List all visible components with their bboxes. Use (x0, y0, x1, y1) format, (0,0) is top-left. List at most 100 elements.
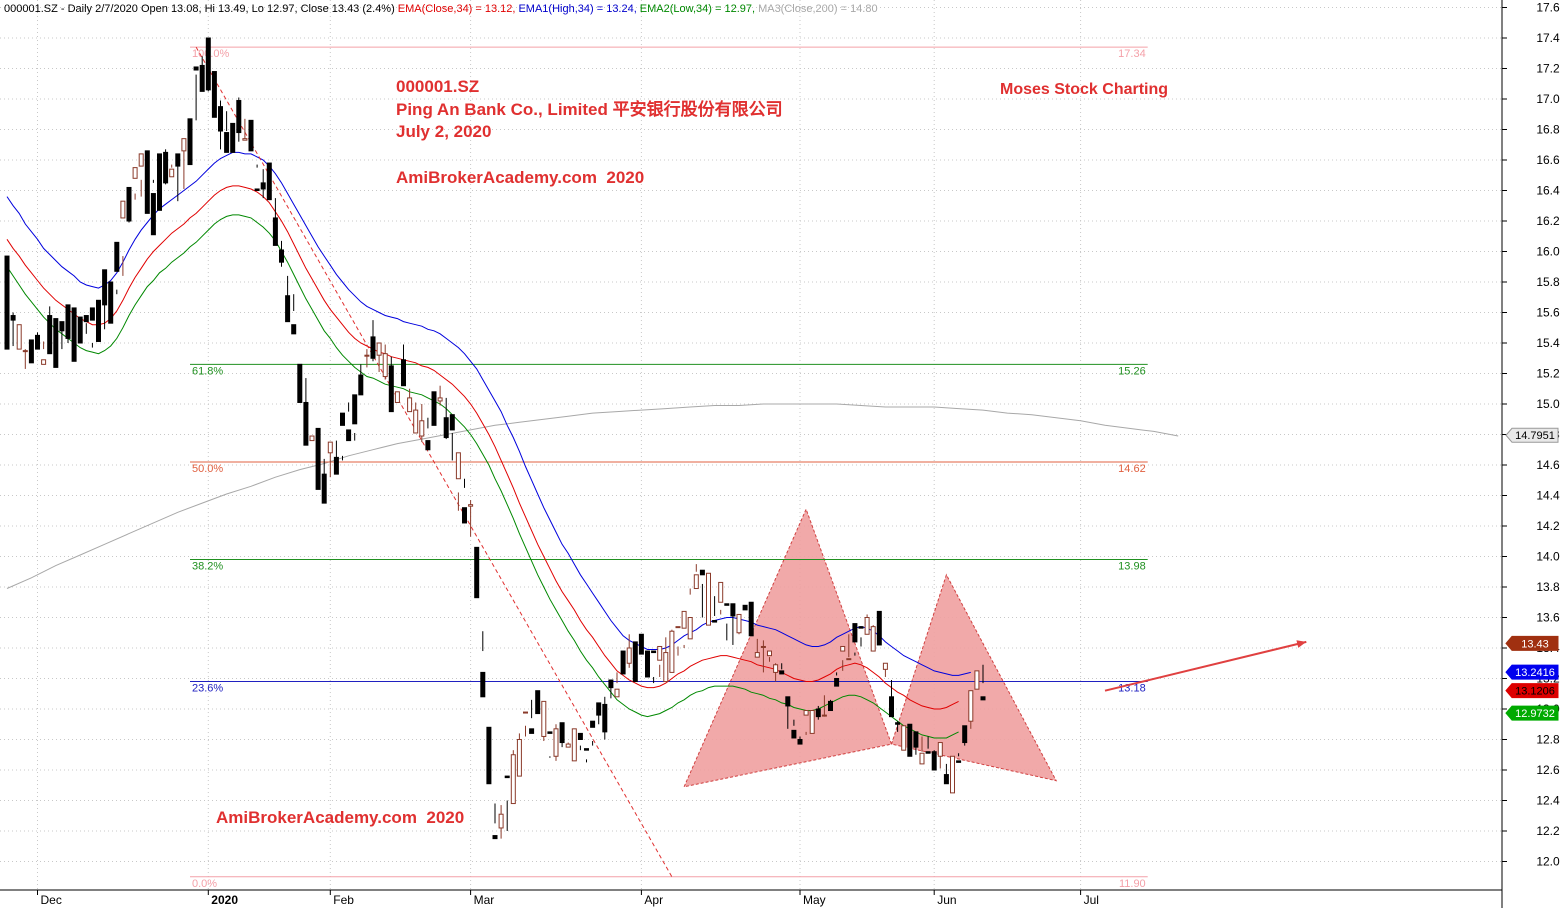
last-value-badge: 13.1206 (1505, 683, 1559, 699)
candle (175, 153, 181, 202)
candle (89, 307, 95, 348)
arrow-layer (1104, 640, 1307, 692)
candle (455, 452, 461, 511)
candle (333, 440, 339, 475)
last-value-badge: 14.7951 (1505, 427, 1559, 443)
candle (132, 167, 138, 200)
candle-body (346, 429, 352, 442)
candle (742, 604, 748, 611)
candle-body (797, 739, 803, 745)
candle (675, 626, 681, 656)
candle (730, 603, 736, 645)
candle (882, 662, 888, 677)
candle (437, 385, 443, 406)
candle-body (388, 365, 394, 413)
trendline-layer (195, 46, 673, 877)
candle-body (516, 739, 522, 777)
candle (895, 721, 901, 732)
candle (748, 601, 754, 637)
fib-price-label: 13.98 (1118, 561, 1146, 573)
candle (657, 645, 663, 677)
candle (815, 705, 821, 720)
candle (736, 613, 742, 635)
y-tick-label: 14.0 (1536, 550, 1560, 564)
candle (370, 320, 376, 362)
candle (962, 725, 968, 746)
candle-body (193, 66, 199, 71)
candle-body (620, 650, 626, 675)
candle (651, 650, 657, 684)
candle-body (309, 435, 315, 442)
candle (523, 711, 528, 737)
y-tick-label: 15.2 (1536, 367, 1560, 381)
candle (718, 581, 724, 615)
candle-body (352, 394, 358, 425)
candle (401, 344, 406, 387)
candle (254, 164, 260, 192)
header-ema-high: EMA1(High,34) = 13.24, (518, 3, 636, 15)
candle-body (498, 813, 504, 829)
candle-body (443, 417, 449, 439)
candle (840, 645, 846, 671)
candle-body (767, 650, 772, 657)
candle (638, 633, 644, 655)
candle (846, 634, 852, 661)
candle (590, 720, 596, 746)
candle-body (712, 620, 718, 623)
candle-body (846, 658, 852, 661)
candle-body (638, 633, 644, 655)
candle (699, 569, 705, 618)
candle-body (919, 752, 925, 765)
candle-body (285, 295, 291, 323)
badge-shape (1505, 664, 1559, 680)
candle-body (706, 572, 711, 626)
fib-price-label: 14.62 (1118, 463, 1146, 475)
candle (529, 699, 535, 734)
ema-layer (6, 151, 971, 739)
candle (346, 402, 352, 442)
badge-label: 14.7951 (1515, 430, 1555, 442)
candle-body (35, 334, 40, 350)
candle-body (718, 581, 724, 603)
candle (157, 153, 162, 211)
y-tick-label: 13.6 (1536, 611, 1560, 625)
header-legend: 000001.SZ - Daily 2/7/2020 Open 13.08, H… (4, 3, 878, 15)
candle (608, 679, 614, 699)
candle-body (840, 645, 846, 652)
candle (724, 603, 730, 641)
candle (199, 56, 205, 92)
candle (382, 344, 388, 380)
candle-body (53, 318, 59, 368)
ma200-line (6, 403, 1179, 589)
watermark-top: AmiBrokerAcademy.com 2020 (396, 168, 644, 187)
candle-body (724, 603, 730, 606)
annotation-company: Ping An Bank Co., Limited 平安银行股份有限公司 (396, 99, 783, 119)
header-ema-low: EMA2(Low,34) = 12.97, (640, 3, 755, 15)
candle (565, 742, 571, 748)
candle-body (596, 702, 602, 716)
candle-body (181, 138, 187, 152)
candle-body (41, 359, 47, 365)
candle-body (358, 374, 364, 396)
candle (108, 281, 114, 324)
candle (297, 363, 303, 403)
candle-body (974, 670, 980, 690)
candle-body (742, 604, 748, 611)
candle-body (492, 835, 498, 840)
candle (492, 803, 498, 840)
candle (541, 700, 547, 742)
candle (315, 427, 321, 490)
candle (285, 275, 291, 323)
candle-body (315, 427, 321, 490)
candle (303, 378, 309, 446)
y-tick-label: 12.6 (1536, 763, 1560, 777)
x-tick-label: May (803, 893, 826, 907)
y-tick-label: 15.6 (1536, 306, 1560, 320)
candle (291, 294, 297, 335)
candle (65, 304, 71, 343)
candle-body (901, 725, 907, 751)
candle-body (364, 354, 370, 357)
candle (28, 339, 34, 364)
